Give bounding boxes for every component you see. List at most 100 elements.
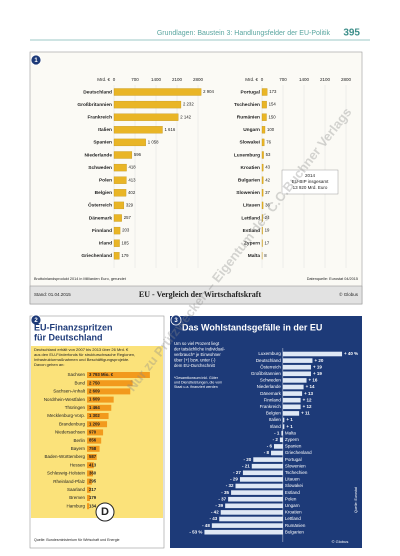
bar xyxy=(251,463,283,469)
d-icon-letter: D xyxy=(101,506,109,518)
bar xyxy=(113,239,120,247)
category-label: Berlin xyxy=(73,438,85,443)
chart-source: Datenquelle: Eurostat 04/2015 xyxy=(307,277,358,281)
category-label: Rumänien xyxy=(237,114,260,120)
value-label: 596 xyxy=(134,152,142,157)
category-label: Schweden xyxy=(260,378,282,383)
category-label: Polen xyxy=(285,496,297,501)
bar xyxy=(87,470,93,477)
value-label: - 21 xyxy=(242,463,250,468)
category-label: Irland xyxy=(270,424,282,429)
x-tick-label: 1400 xyxy=(299,77,310,82)
bar xyxy=(87,478,92,485)
bar xyxy=(282,364,311,370)
value-label: 150 xyxy=(269,114,277,119)
value-label: - 29 xyxy=(230,477,238,482)
bar xyxy=(282,397,301,403)
bar xyxy=(87,388,131,395)
bar xyxy=(113,163,127,172)
bar xyxy=(113,214,122,222)
bar xyxy=(87,429,104,436)
value-label: - 20 xyxy=(243,457,251,462)
bar xyxy=(282,411,300,416)
bar xyxy=(87,372,150,378)
category-label: Lettland xyxy=(285,516,302,521)
bar xyxy=(282,351,343,357)
value-label: + 20 xyxy=(314,358,323,363)
category-label: Tschechien xyxy=(285,470,308,475)
value-label: 217 xyxy=(89,487,97,492)
category-label: Österreich xyxy=(260,363,281,369)
category-label: Thüringen xyxy=(65,405,86,410)
category-label: Litauen xyxy=(243,203,260,209)
category-label: Tschechien xyxy=(234,102,260,108)
bar xyxy=(113,126,163,134)
value-label: 2 142 xyxy=(180,114,191,119)
bar xyxy=(239,477,283,482)
category-label: Niederlande xyxy=(257,384,282,389)
badge-number: 3 xyxy=(174,318,178,324)
category-label: Sachsen xyxy=(67,372,85,377)
value-label: 758 xyxy=(89,446,97,451)
badge xyxy=(30,314,42,326)
bar xyxy=(113,100,182,109)
category-label: Niederlande xyxy=(85,152,113,158)
value-label: 2 609 xyxy=(89,389,100,394)
x-tick-label: 0 xyxy=(261,77,264,82)
bar xyxy=(261,176,264,184)
value-label: - 48 xyxy=(202,523,210,528)
value-label: - 2 xyxy=(273,437,279,442)
category-label: Brandenburg xyxy=(59,421,86,426)
bar xyxy=(282,371,311,377)
bar xyxy=(282,417,285,423)
bar xyxy=(231,490,283,495)
text-line: der tatsächliche Individual- xyxy=(174,347,225,352)
value-label: - 35 xyxy=(221,490,229,495)
x-tick-label: 2100 xyxy=(172,77,183,82)
bar xyxy=(282,358,313,363)
value-label: 179 xyxy=(121,253,129,258)
category-label: Slowenien xyxy=(236,190,260,196)
category-label: Portugal xyxy=(241,89,260,95)
category-label: Belgien xyxy=(95,190,112,196)
category-label: Großbritannien xyxy=(251,371,282,376)
category-label: Hamburg xyxy=(66,503,85,508)
bar xyxy=(87,445,100,452)
category-label: Dänemark xyxy=(260,391,282,396)
category-label: Belgien xyxy=(266,411,282,416)
value-label: 413 xyxy=(89,462,97,467)
bar xyxy=(113,151,133,159)
text-line: dem EU-Durchschnitt xyxy=(174,363,216,368)
bar xyxy=(87,380,133,387)
bar xyxy=(261,126,266,134)
inset-box xyxy=(281,169,339,195)
bar xyxy=(261,239,263,247)
chart-credit: © Globus xyxy=(339,291,359,297)
badge xyxy=(30,54,42,66)
badge-number: 1 xyxy=(34,58,38,64)
chart1-band xyxy=(29,285,363,305)
category-label: Estland xyxy=(285,490,301,495)
bar xyxy=(261,88,268,96)
value-label: 295 xyxy=(89,479,97,484)
bar xyxy=(87,503,90,510)
text-line: *Gesamtkonsum inkl. Güter xyxy=(174,376,219,380)
category-label: Lettland xyxy=(241,215,260,221)
bar xyxy=(273,444,283,449)
category-label: Spanien xyxy=(93,140,112,146)
category-label: Bremen xyxy=(69,495,85,500)
text-line: 13 920 Mrd. Euro xyxy=(293,185,328,190)
text-line: EU-Finanzspritzen xyxy=(34,322,113,332)
text-line: Staat u.a. finanziert werden xyxy=(174,385,218,389)
bar xyxy=(87,486,91,493)
value-label: - 43 xyxy=(209,516,217,521)
category-label: Kroatien xyxy=(285,510,302,515)
value-label: 19 xyxy=(265,228,270,233)
x-tick-label: 1400 xyxy=(151,77,162,82)
bar xyxy=(261,163,264,172)
category-label: Griechenland xyxy=(81,253,112,259)
bar xyxy=(113,138,146,147)
category-label: Mecklenburg-Vorp. xyxy=(47,413,85,418)
value-label: 587 xyxy=(89,454,97,459)
bar xyxy=(225,503,283,509)
